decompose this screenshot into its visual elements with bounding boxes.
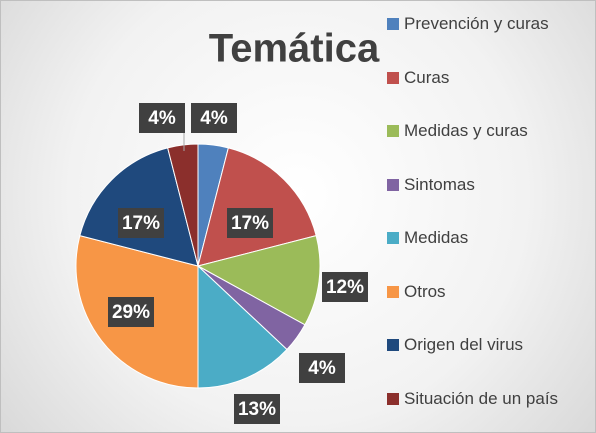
- legend-item: Origen del virus: [387, 334, 588, 356]
- legend-label: Sintomas: [404, 174, 475, 194]
- legend-label: Medidas y curas: [404, 121, 528, 140]
- data-label: 4%: [148, 108, 176, 129]
- chart-title: Temática: [209, 27, 380, 71]
- pie-slice: [196, 235, 321, 326]
- data-label-box: [139, 103, 185, 133]
- legend-swatch: [387, 285, 399, 298]
- legend-label: Origen del virus: [404, 335, 524, 354]
- data-label-box: [299, 353, 345, 383]
- legend-label: Situación de un país: [404, 388, 559, 408]
- pie-slice: [197, 264, 288, 389]
- legend-swatch: [387, 18, 399, 30]
- legend-label: Prevención y curas: [404, 14, 549, 33]
- data-label: 4%: [200, 108, 228, 129]
- legend-item: Curas: [387, 67, 588, 89]
- data-label-box: [227, 208, 273, 238]
- legend-item: Medidas y curas: [387, 120, 588, 142]
- data-label-box: [322, 272, 368, 302]
- data-label: 17%: [231, 213, 269, 234]
- legend-swatch: [387, 71, 399, 84]
- legend-label: Otros: [404, 281, 446, 301]
- legend-item: Situación de un país: [387, 388, 588, 410]
- data-label-box: [191, 103, 237, 133]
- legend-swatch: [387, 392, 399, 405]
- data-label-box: [118, 208, 164, 238]
- legend-item: Otros: [387, 281, 588, 303]
- legend-swatch: [387, 232, 399, 244]
- legend-swatch: [387, 178, 399, 191]
- legend-label: Curas: [404, 67, 450, 87]
- data-label-box: [234, 394, 280, 424]
- data-label: 29%: [112, 302, 150, 323]
- legend-label: Medidas: [404, 228, 469, 247]
- legend-item: Sintomas: [387, 174, 588, 196]
- legend-swatch: [387, 339, 399, 351]
- legend-swatch: [387, 125, 399, 137]
- legend-item: Medidas: [387, 227, 588, 249]
- data-label: 4%: [308, 358, 336, 379]
- data-label: 13%: [238, 399, 276, 420]
- data-label: 12%: [326, 277, 364, 298]
- pie-slice: [167, 143, 199, 267]
- pie-slice: [79, 147, 199, 267]
- data-label: 17%: [122, 213, 160, 234]
- data-label-box: [108, 297, 154, 327]
- legend-item: Prevención y curas: [387, 13, 588, 35]
